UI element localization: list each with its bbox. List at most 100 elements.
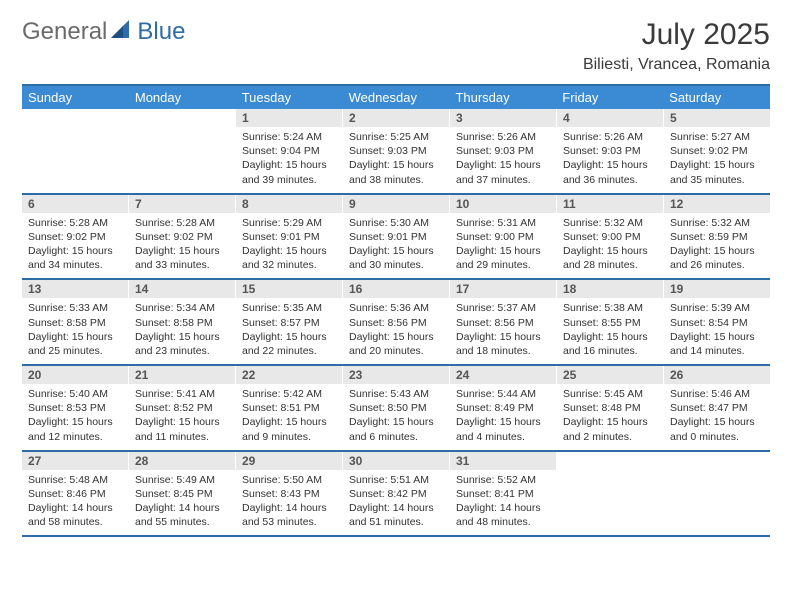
day-sunrise: Sunrise: 5:26 AM bbox=[563, 130, 657, 144]
calendar-cell bbox=[664, 452, 770, 536]
day-d1: Daylight: 14 hours bbox=[135, 501, 229, 515]
day-sunset: Sunset: 8:46 PM bbox=[28, 487, 122, 501]
day-sunrise: Sunrise: 5:26 AM bbox=[456, 130, 550, 144]
day-sunset: Sunset: 8:52 PM bbox=[135, 401, 229, 415]
day-d1: Daylight: 15 hours bbox=[28, 415, 122, 429]
day-sunrise: Sunrise: 5:32 AM bbox=[563, 216, 657, 230]
day-number: 7 bbox=[129, 195, 235, 213]
day-d1: Daylight: 15 hours bbox=[456, 330, 550, 344]
calendar-cell: 13Sunrise: 5:33 AMSunset: 8:58 PMDayligh… bbox=[22, 280, 129, 364]
weekday-saturday: Saturday bbox=[663, 86, 770, 109]
day-number: 5 bbox=[664, 109, 770, 127]
day-d2: and 36 minutes. bbox=[563, 173, 657, 187]
day-number: 6 bbox=[22, 195, 128, 213]
day-d2: and 55 minutes. bbox=[135, 515, 229, 529]
day-d1: Daylight: 15 hours bbox=[28, 330, 122, 344]
day-body: Sunrise: 5:26 AMSunset: 9:03 PMDaylight:… bbox=[450, 127, 556, 193]
calendar-week: 1Sunrise: 5:24 AMSunset: 9:04 PMDaylight… bbox=[22, 109, 770, 195]
day-number: 28 bbox=[129, 452, 235, 470]
calendar-cell: 8Sunrise: 5:29 AMSunset: 9:01 PMDaylight… bbox=[236, 195, 343, 279]
day-number: 26 bbox=[664, 366, 770, 384]
day-number: 1 bbox=[236, 109, 342, 127]
day-sunset: Sunset: 8:56 PM bbox=[456, 316, 550, 330]
day-d1: Daylight: 15 hours bbox=[456, 158, 550, 172]
day-sunset: Sunset: 9:00 PM bbox=[456, 230, 550, 244]
day-d1: Daylight: 15 hours bbox=[563, 158, 657, 172]
day-d1: Daylight: 15 hours bbox=[456, 415, 550, 429]
day-sunrise: Sunrise: 5:29 AM bbox=[242, 216, 336, 230]
day-d2: and 20 minutes. bbox=[349, 344, 443, 358]
day-sunset: Sunset: 8:54 PM bbox=[670, 316, 764, 330]
day-body: Sunrise: 5:31 AMSunset: 9:00 PMDaylight:… bbox=[450, 213, 556, 279]
day-d2: and 48 minutes. bbox=[456, 515, 550, 529]
day-d1: Daylight: 15 hours bbox=[563, 244, 657, 258]
day-sunrise: Sunrise: 5:40 AM bbox=[28, 387, 122, 401]
day-sunrise: Sunrise: 5:28 AM bbox=[135, 216, 229, 230]
day-number: 22 bbox=[236, 366, 342, 384]
day-d2: and 2 minutes. bbox=[563, 430, 657, 444]
day-body: Sunrise: 5:27 AMSunset: 9:02 PMDaylight:… bbox=[664, 127, 770, 193]
day-number: 24 bbox=[450, 366, 556, 384]
day-body: Sunrise: 5:40 AMSunset: 8:53 PMDaylight:… bbox=[22, 384, 128, 450]
day-sunset: Sunset: 8:41 PM bbox=[456, 487, 550, 501]
day-d2: and 58 minutes. bbox=[28, 515, 122, 529]
day-sunrise: Sunrise: 5:34 AM bbox=[135, 301, 229, 315]
day-d2: and 39 minutes. bbox=[242, 173, 336, 187]
day-number: 8 bbox=[236, 195, 342, 213]
day-number: 25 bbox=[557, 366, 663, 384]
day-sunrise: Sunrise: 5:52 AM bbox=[456, 473, 550, 487]
weekday-friday: Friday bbox=[556, 86, 663, 109]
day-sunset: Sunset: 8:58 PM bbox=[135, 316, 229, 330]
day-body: Sunrise: 5:52 AMSunset: 8:41 PMDaylight:… bbox=[450, 470, 556, 536]
day-d2: and 51 minutes. bbox=[349, 515, 443, 529]
day-number: 3 bbox=[450, 109, 556, 127]
calendar-cell: 18Sunrise: 5:38 AMSunset: 8:55 PMDayligh… bbox=[557, 280, 664, 364]
calendar-week: 6Sunrise: 5:28 AMSunset: 9:02 PMDaylight… bbox=[22, 195, 770, 281]
day-sunset: Sunset: 8:42 PM bbox=[349, 487, 443, 501]
day-sunset: Sunset: 9:03 PM bbox=[349, 144, 443, 158]
day-d1: Daylight: 15 hours bbox=[349, 158, 443, 172]
day-sunrise: Sunrise: 5:42 AM bbox=[242, 387, 336, 401]
day-body: Sunrise: 5:28 AMSunset: 9:02 PMDaylight:… bbox=[22, 213, 128, 279]
day-body: Sunrise: 5:37 AMSunset: 8:56 PMDaylight:… bbox=[450, 298, 556, 364]
day-body: Sunrise: 5:29 AMSunset: 9:01 PMDaylight:… bbox=[236, 213, 342, 279]
calendar-cell: 11Sunrise: 5:32 AMSunset: 9:00 PMDayligh… bbox=[557, 195, 664, 279]
day-sunset: Sunset: 8:59 PM bbox=[670, 230, 764, 244]
calendar-cell: 22Sunrise: 5:42 AMSunset: 8:51 PMDayligh… bbox=[236, 366, 343, 450]
day-body: Sunrise: 5:48 AMSunset: 8:46 PMDaylight:… bbox=[22, 470, 128, 536]
calendar-cell: 17Sunrise: 5:37 AMSunset: 8:56 PMDayligh… bbox=[450, 280, 557, 364]
calendar-week: 13Sunrise: 5:33 AMSunset: 8:58 PMDayligh… bbox=[22, 280, 770, 366]
day-d1: Daylight: 15 hours bbox=[135, 244, 229, 258]
day-body: Sunrise: 5:49 AMSunset: 8:45 PMDaylight:… bbox=[129, 470, 235, 536]
day-d2: and 12 minutes. bbox=[28, 430, 122, 444]
calendar-cell bbox=[129, 109, 236, 193]
calendar-cell: 15Sunrise: 5:35 AMSunset: 8:57 PMDayligh… bbox=[236, 280, 343, 364]
day-d1: Daylight: 15 hours bbox=[670, 158, 764, 172]
day-d2: and 37 minutes. bbox=[456, 173, 550, 187]
weekday-wednesday: Wednesday bbox=[343, 86, 450, 109]
calendar-cell: 10Sunrise: 5:31 AMSunset: 9:00 PMDayligh… bbox=[450, 195, 557, 279]
day-d1: Daylight: 15 hours bbox=[242, 415, 336, 429]
calendar-cell bbox=[22, 109, 129, 193]
calendar-cell: 4Sunrise: 5:26 AMSunset: 9:03 PMDaylight… bbox=[557, 109, 664, 193]
day-sunrise: Sunrise: 5:31 AM bbox=[456, 216, 550, 230]
day-body: Sunrise: 5:32 AMSunset: 9:00 PMDaylight:… bbox=[557, 213, 663, 279]
day-d1: Daylight: 15 hours bbox=[135, 415, 229, 429]
day-sunset: Sunset: 9:02 PM bbox=[135, 230, 229, 244]
day-d2: and 30 minutes. bbox=[349, 258, 443, 272]
day-d1: Daylight: 15 hours bbox=[670, 415, 764, 429]
day-body: Sunrise: 5:42 AMSunset: 8:51 PMDaylight:… bbox=[236, 384, 342, 450]
calendar-cell: 19Sunrise: 5:39 AMSunset: 8:54 PMDayligh… bbox=[664, 280, 770, 364]
day-body: Sunrise: 5:50 AMSunset: 8:43 PMDaylight:… bbox=[236, 470, 342, 536]
weekday-thursday: Thursday bbox=[449, 86, 556, 109]
calendar-cell: 12Sunrise: 5:32 AMSunset: 8:59 PMDayligh… bbox=[664, 195, 770, 279]
weekday-header-row: Sunday Monday Tuesday Wednesday Thursday… bbox=[22, 86, 770, 109]
day-sunset: Sunset: 8:53 PM bbox=[28, 401, 122, 415]
day-body: Sunrise: 5:32 AMSunset: 8:59 PMDaylight:… bbox=[664, 213, 770, 279]
calendar-cell: 9Sunrise: 5:30 AMSunset: 9:01 PMDaylight… bbox=[343, 195, 450, 279]
day-d1: Daylight: 15 hours bbox=[242, 330, 336, 344]
day-sunrise: Sunrise: 5:44 AM bbox=[456, 387, 550, 401]
day-d1: Daylight: 15 hours bbox=[456, 244, 550, 258]
day-sunset: Sunset: 8:43 PM bbox=[242, 487, 336, 501]
weekday-monday: Monday bbox=[129, 86, 236, 109]
